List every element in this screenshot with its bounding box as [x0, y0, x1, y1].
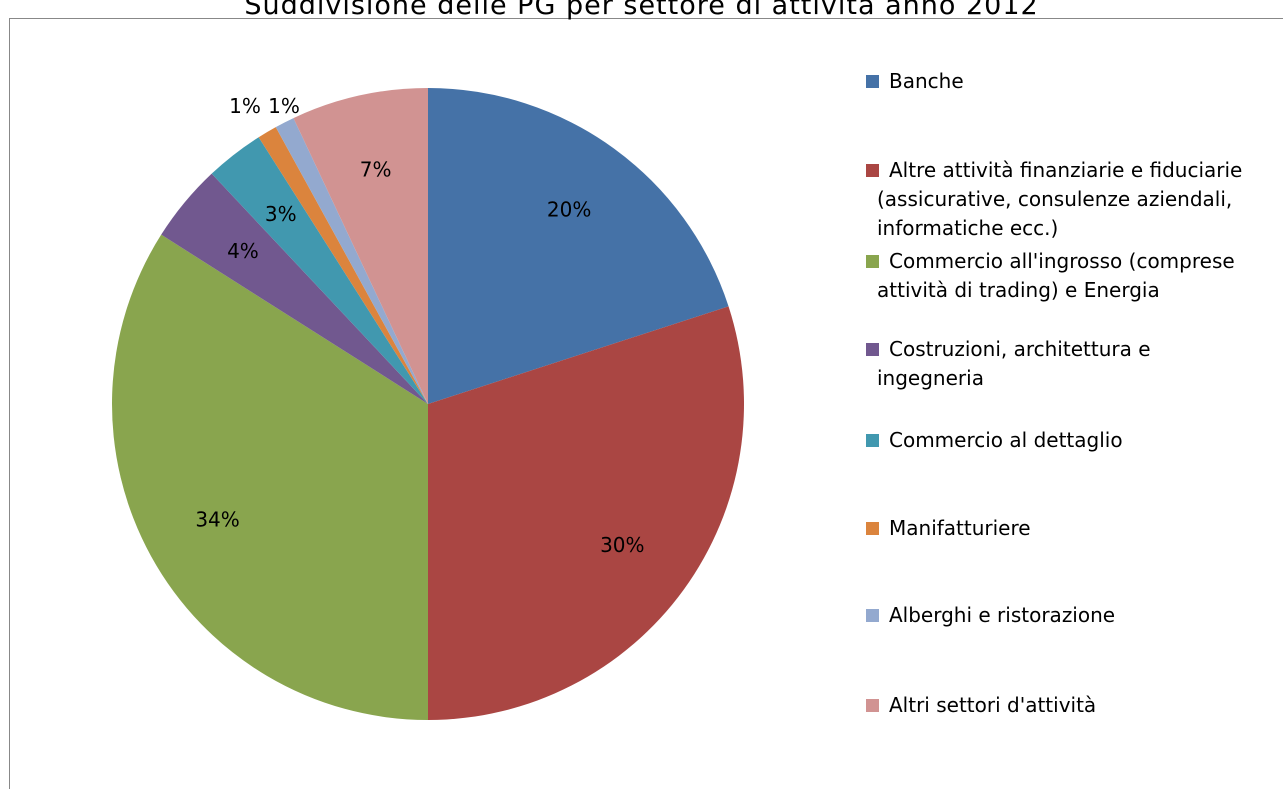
legend-swatch [866, 434, 879, 447]
legend-label: Commercio al dettaglio [889, 428, 1123, 452]
pie-slices [112, 88, 744, 721]
chart-legend: Banche Altre attività finanziarie e fiduc… [866, 69, 1242, 717]
pie-slice-commercio-al-dettaglio [211, 137, 428, 404]
pie-slice-costruzioni-architettura-e-ingegneria [161, 173, 428, 404]
legend-swatch [866, 609, 879, 622]
data-label-altri-settori-d-attivita: 7% [360, 158, 392, 182]
legend-swatch [866, 75, 879, 88]
legend-item-banche: Banche [866, 69, 964, 93]
legend-swatch [866, 699, 879, 712]
legend-item-alberghi-e-ristorazione: Alberghi e ristorazione [866, 603, 1115, 627]
legend-item-costruzioni-architettura-e-ingegneria: Costruzioni, architettura e ingegneria [866, 337, 1151, 390]
data-label-commercio-all-ingrosso-comprese-attivita: 34% [195, 508, 239, 532]
data-label-manifatturiere: 1% [229, 94, 261, 118]
data-label-alberghi-e-ristorazione: 1% [268, 94, 300, 118]
chart-frame-top-border [9, 18, 1283, 19]
pie-slice-manifatturiere [258, 127, 428, 404]
data-label-altre-attivita-finanziarie-e-fiduciarie-: 30% [600, 533, 644, 557]
legend-item-manifatturiere: Manifatturiere [866, 516, 1031, 540]
legend-swatch [866, 164, 879, 177]
pie-slice-altri-settori-d-attivita [293, 88, 428, 404]
legend-swatch [866, 255, 879, 268]
legend-label: Altre attività finanziarie e fiduciarie(… [877, 158, 1242, 240]
data-label-banche: 20% [547, 198, 591, 222]
legend-item-commercio-all-ingrosso-comprese-attivita: Commercio all'ingrosso (comprese attività… [866, 249, 1235, 302]
legend-item-altri-settori-d-attivita: Altri settori d'attività [866, 693, 1096, 717]
legend-label: Commercio all'ingrosso (comprese attività… [877, 249, 1235, 302]
legend-item-commercio-al-dettaglio: Commercio al dettaglio [866, 428, 1123, 452]
legend-swatch [866, 522, 879, 535]
data-label-commercio-al-dettaglio: 3% [265, 202, 297, 226]
pie-slice-commercio-all-ingrosso-comprese-attivita [112, 234, 429, 721]
chart-title: Suddivisione delle PG per settore di att… [244, 0, 1039, 21]
legend-label: Manifatturiere [889, 516, 1031, 540]
legend-swatch [866, 343, 879, 356]
pie-slice-altre-attivita-finanziarie-e-fiduciarie- [428, 306, 744, 720]
pie-slice-banche [428, 88, 729, 404]
chart-frame-left-border [9, 18, 10, 789]
legend-label: Banche [889, 69, 964, 93]
legend-label: Alberghi e ristorazione [889, 603, 1115, 627]
pie-data-labels: 20% 30% 34% 4%3% 1% 1% 7% [195, 94, 644, 557]
legend-label: Costruzioni, architettura e ingegneria [877, 337, 1151, 390]
data-label-costruzioni-architettura-e-ingegneria: 4% [227, 239, 259, 263]
pie-slice-alberghi-e-ristorazione [275, 118, 428, 405]
legend-item-altre-attivita-finanziarie-e-fiduciarie-: Altre attività finanziarie e fiduciarie(… [866, 158, 1242, 240]
legend-label: Altri settori d'attività [889, 693, 1096, 717]
